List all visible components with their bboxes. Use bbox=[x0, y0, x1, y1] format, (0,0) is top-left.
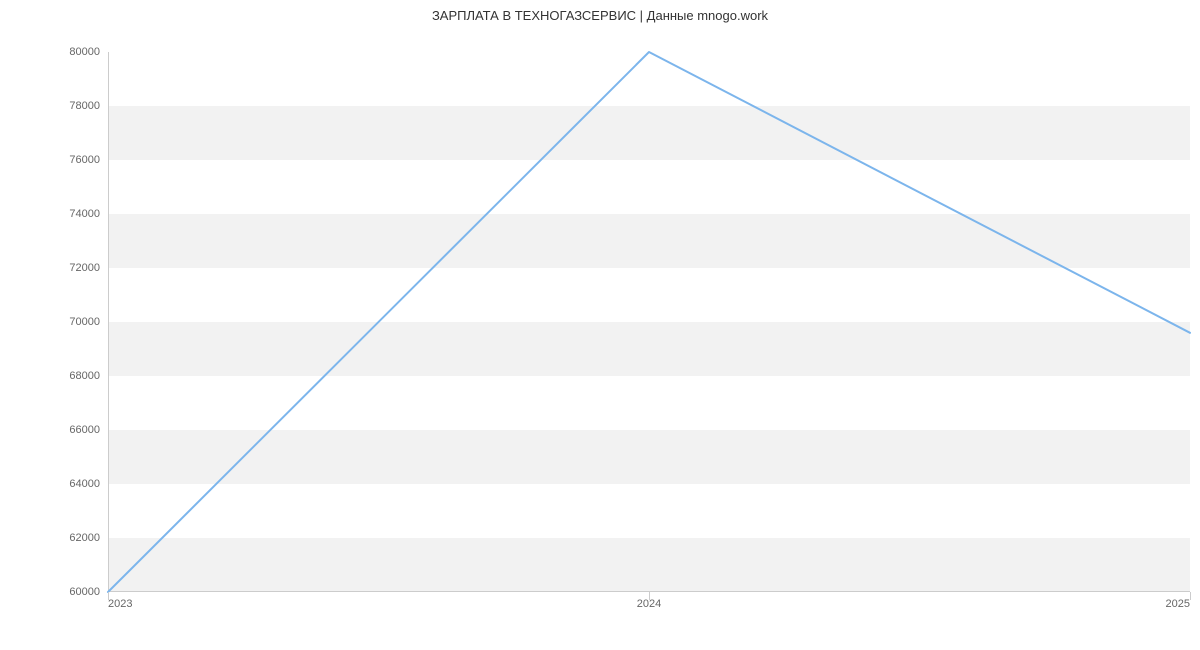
line-layer bbox=[108, 52, 1190, 592]
plot-area: 6000062000640006600068000700007200074000… bbox=[108, 52, 1190, 592]
x-tick-label: 2024 bbox=[637, 598, 661, 610]
y-tick-label: 64000 bbox=[69, 478, 100, 490]
y-tick-label: 66000 bbox=[69, 424, 100, 436]
y-tick-label: 70000 bbox=[69, 316, 100, 328]
series-salary bbox=[108, 52, 1190, 592]
x-tick-label: 2025 bbox=[1166, 598, 1190, 610]
y-tick-label: 78000 bbox=[69, 100, 100, 112]
salary-chart: ЗАРПЛАТА В ТЕХНОГАЗСЕРВИС | Данные mnogo… bbox=[0, 0, 1200, 650]
y-tick-label: 60000 bbox=[69, 586, 100, 598]
y-tick-label: 72000 bbox=[69, 262, 100, 274]
y-tick-label: 62000 bbox=[69, 532, 100, 544]
x-tick-label: 2023 bbox=[108, 598, 132, 610]
y-tick-label: 74000 bbox=[69, 208, 100, 220]
y-tick-label: 80000 bbox=[69, 46, 100, 58]
y-tick-label: 68000 bbox=[69, 370, 100, 382]
chart-title: ЗАРПЛАТА В ТЕХНОГАЗСЕРВИС | Данные mnogo… bbox=[0, 8, 1200, 23]
y-tick-label: 76000 bbox=[69, 154, 100, 166]
x-tick-mark bbox=[1190, 592, 1191, 600]
